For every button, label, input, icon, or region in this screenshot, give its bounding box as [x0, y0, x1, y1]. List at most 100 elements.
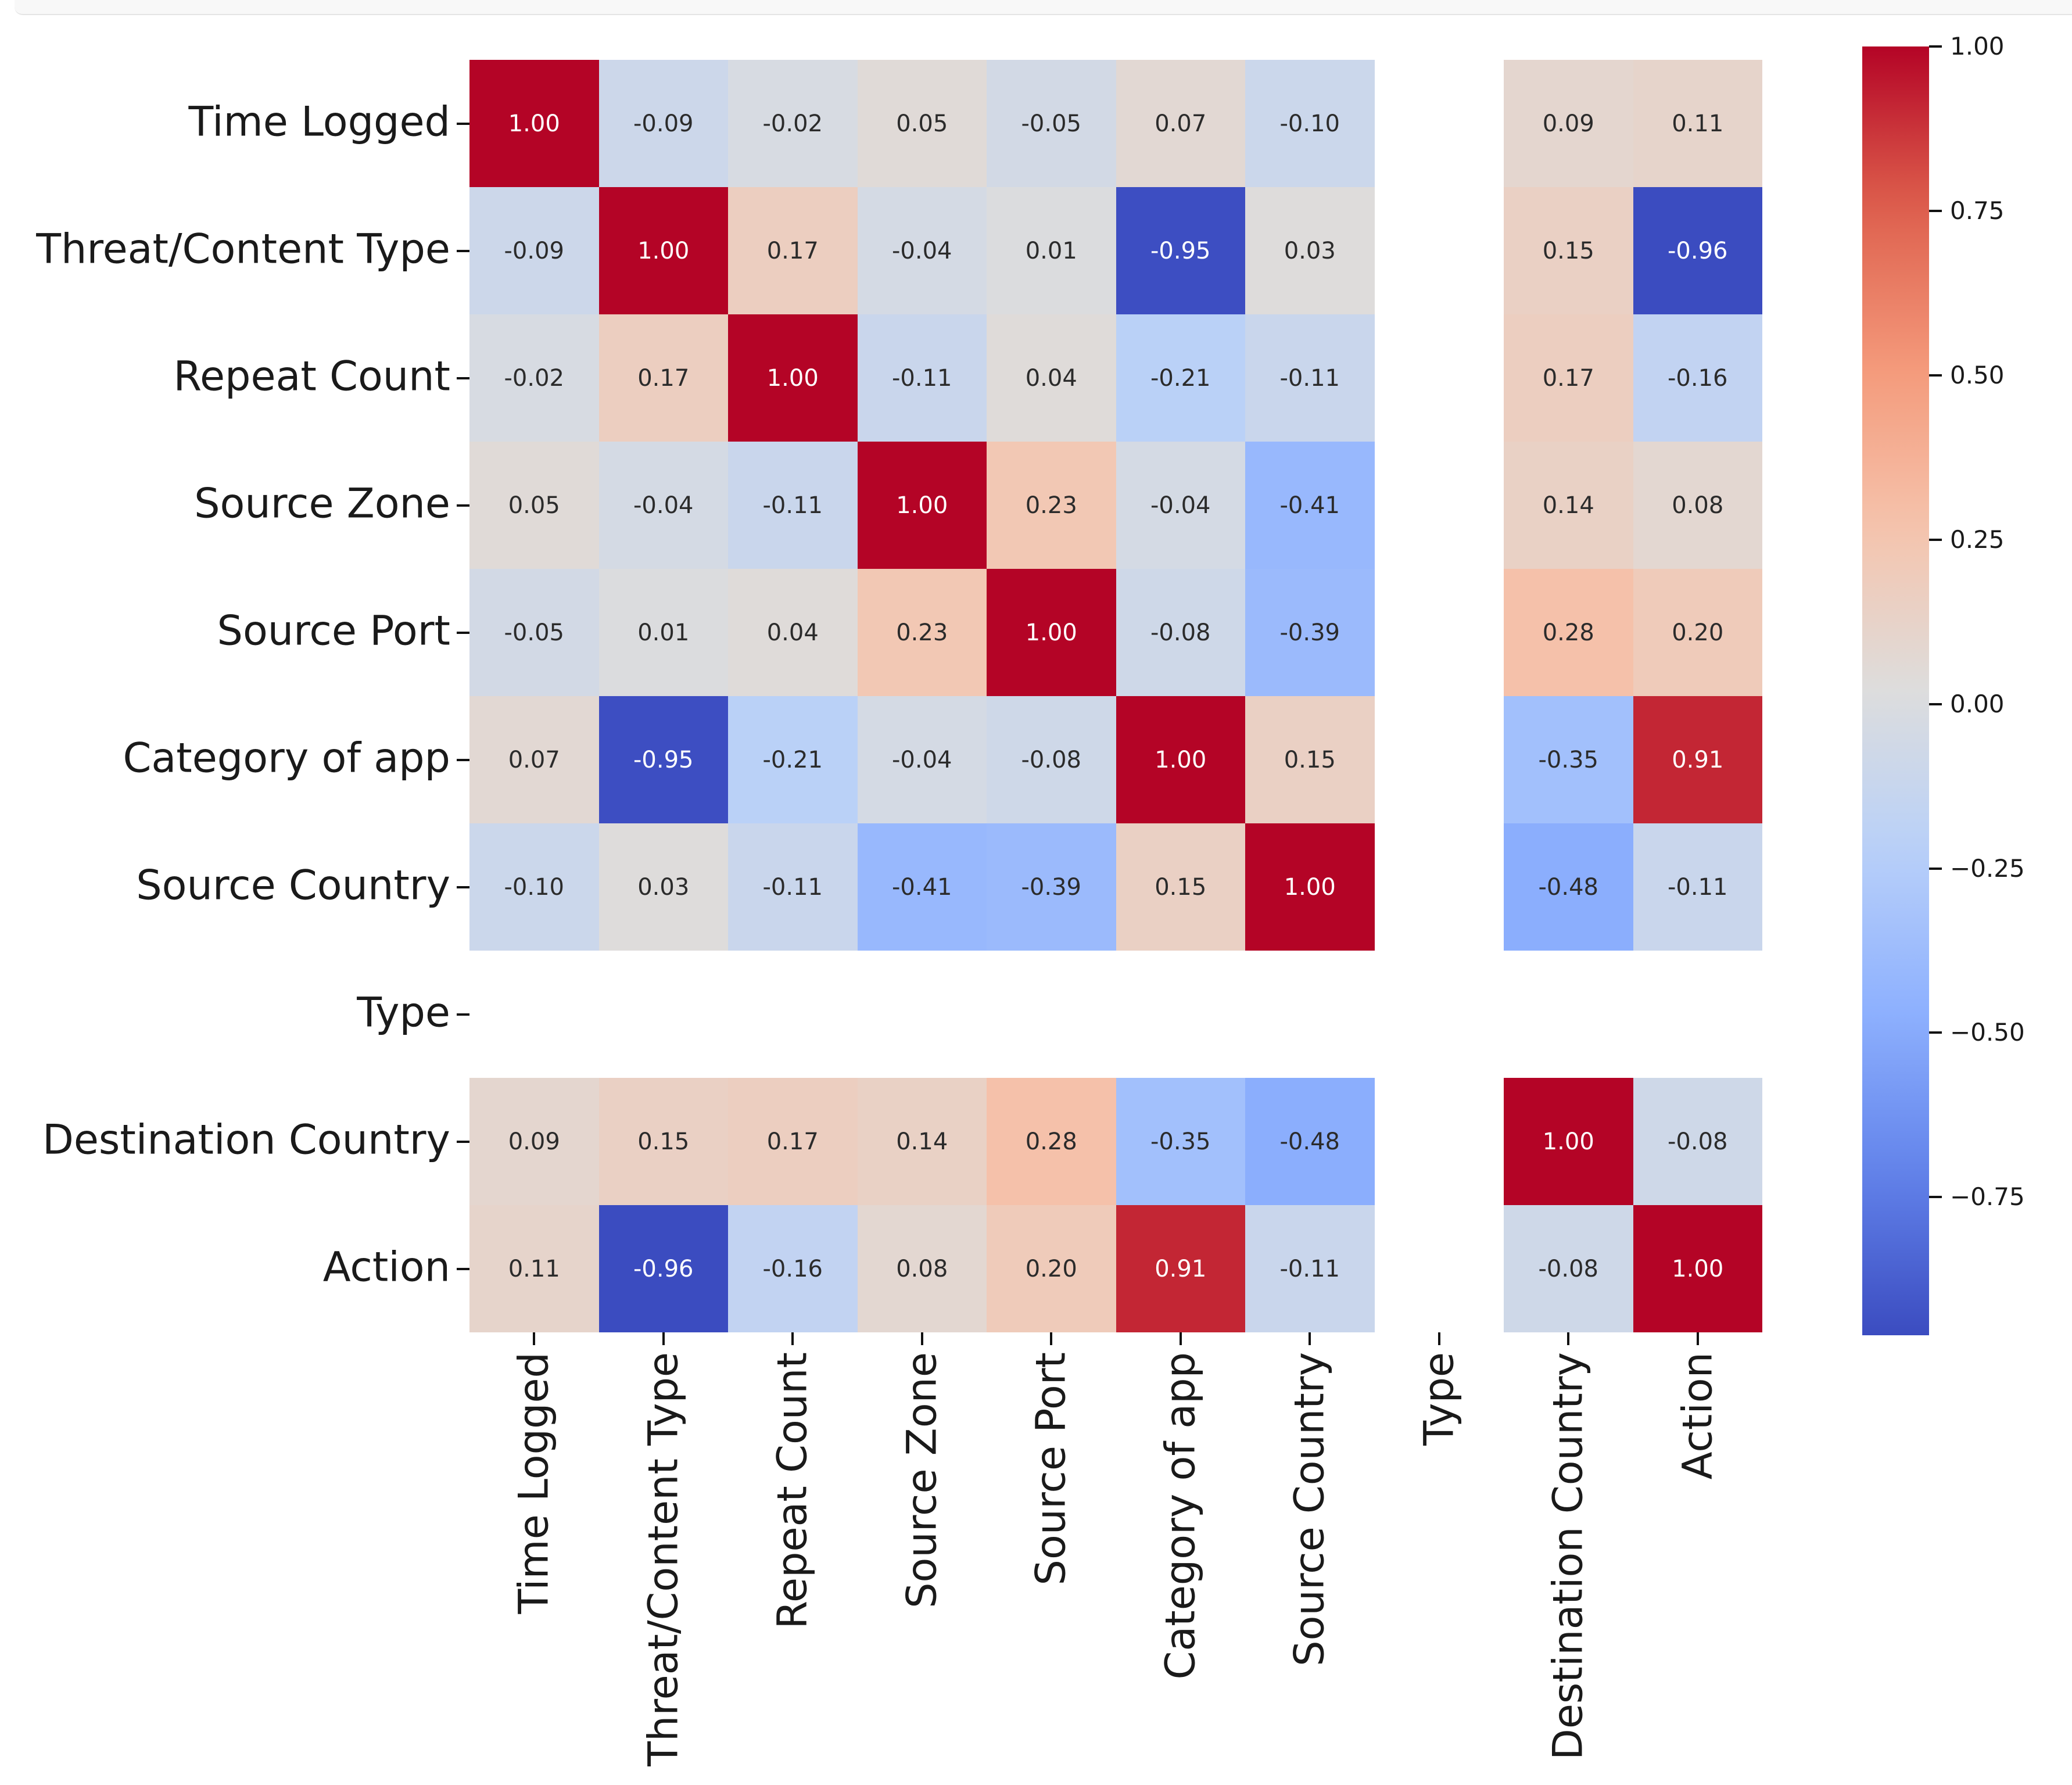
heatmap-cell	[1374, 1078, 1504, 1205]
heatmap-cell	[1374, 823, 1504, 951]
x-tick-mark	[1309, 1332, 1311, 1345]
heatmap-cell: 1.00	[598, 187, 728, 314]
y-tick-label: Repeat Count	[173, 352, 450, 400]
heatmap-cell: -0.11	[728, 442, 858, 569]
y-tick-label: Category of app	[123, 734, 451, 782]
x-tick-mark	[920, 1332, 923, 1345]
heatmap-cell: -0.04	[1116, 442, 1245, 569]
heatmap-cell: 0.15	[1245, 696, 1375, 823]
heatmap-cell	[1504, 951, 1633, 1078]
heatmap-cell: 0.28	[987, 1078, 1116, 1205]
heatmap-cell	[728, 951, 858, 1078]
x-tick-mark	[1567, 1332, 1570, 1345]
heatmap-cell: 0.14	[1504, 442, 1633, 569]
heatmap-cell: 0.09	[469, 1078, 599, 1205]
colorbar-tick-label: 0.25	[1950, 525, 2005, 554]
y-tick-label: Source Country	[136, 861, 450, 909]
colorbar-tick-label: −0.75	[1950, 1182, 2025, 1211]
y-tick-mark	[457, 1140, 469, 1143]
heatmap-cell: 0.17	[728, 1078, 858, 1205]
y-tick-label: Source Port	[217, 607, 450, 655]
heatmap-cell: 0.23	[987, 442, 1116, 569]
heatmap-cell: -0.16	[1633, 314, 1762, 442]
heatmap-cell: -0.11	[857, 314, 987, 442]
y-tick-mark	[457, 886, 469, 888]
colorbar-tick-label: 0.50	[1950, 360, 2005, 389]
colorbar-tick-label: 0.00	[1950, 689, 2005, 718]
heatmap-cell: 0.11	[1633, 60, 1762, 187]
y-tick-label: Source Zone	[194, 479, 450, 528]
heatmap-cell: -0.08	[1116, 569, 1245, 696]
heatmap-cell	[987, 951, 1116, 1078]
heatmap-cell: -0.08	[1504, 1205, 1633, 1332]
heatmap-cell: 0.07	[1116, 60, 1245, 187]
y-tick-label: Threat/Content Type	[36, 225, 450, 273]
x-tick-mark	[533, 1332, 536, 1345]
heatmap-cell: -0.10	[469, 823, 599, 951]
heatmap-cell: -0.09	[598, 60, 728, 187]
heatmap-cell	[469, 951, 599, 1078]
heatmap-cell: 0.17	[728, 187, 858, 314]
heatmap-cell: 1.00	[728, 314, 858, 442]
heatmap-cell: 0.17	[1504, 314, 1633, 442]
x-tick-label: Type	[1415, 1352, 1463, 1446]
heatmap-cell: -0.09	[469, 187, 599, 314]
heatmap-cell: 0.08	[857, 1205, 987, 1332]
heatmap-cell: -0.05	[987, 60, 1116, 187]
x-tick-mark	[1179, 1332, 1182, 1345]
heatmap-cell: 0.20	[1633, 569, 1762, 696]
colorbar-tick-mark	[1929, 1031, 1942, 1034]
heatmap-cell: 0.03	[1245, 187, 1375, 314]
heatmap-cell	[1374, 187, 1504, 314]
heatmap-cell: 1.00	[469, 60, 599, 187]
heatmap-cell	[1374, 314, 1504, 442]
heatmap-cell: 0.91	[1633, 696, 1762, 823]
x-tick-label: Destination Country	[1544, 1352, 1592, 1761]
heatmap-cell	[1374, 951, 1504, 1078]
heatmap-cell: -0.05	[469, 569, 599, 696]
heatmap-cell: 1.00	[1116, 696, 1245, 823]
heatmap-cell: -0.95	[598, 696, 728, 823]
heatmap-cell: -0.11	[1245, 314, 1375, 442]
heatmap-cell: 1.00	[1633, 1205, 1762, 1332]
heatmap-cell: 0.91	[1116, 1205, 1245, 1332]
heatmap-cell	[1245, 951, 1375, 1078]
x-tick-label: Repeat Count	[768, 1352, 816, 1629]
heatmap-cell: 1.00	[987, 569, 1116, 696]
heatmap-cell	[1633, 951, 1762, 1078]
heatmap-cell: 1.00	[1245, 823, 1375, 951]
heatmap-cell: -0.96	[1633, 187, 1762, 314]
y-tick-label: Destination Country	[42, 1116, 450, 1164]
heatmap-cell: 0.04	[987, 314, 1116, 442]
x-tick-label: Source Country	[1285, 1352, 1333, 1666]
heatmap-cell: -0.21	[728, 696, 858, 823]
heatmap-cell: -0.16	[728, 1205, 858, 1332]
colorbar-tick-label: −0.50	[1950, 1018, 2025, 1047]
heatmap-cell: 0.07	[469, 696, 599, 823]
heatmap-cell: 0.15	[598, 1078, 728, 1205]
heatmap-cell: -0.48	[1504, 823, 1633, 951]
heatmap-cell: 0.01	[987, 187, 1116, 314]
heatmap-cell: 0.23	[857, 569, 987, 696]
heatmap-cell: 0.14	[857, 1078, 987, 1205]
heatmap-cell: 0.03	[598, 823, 728, 951]
heatmap-cell: 0.09	[1504, 60, 1633, 187]
heatmap-cell: 0.11	[469, 1205, 599, 1332]
heatmap-cell: -0.41	[857, 823, 987, 951]
x-tick-label: Source Port	[1027, 1352, 1075, 1586]
heatmap-cell	[1374, 569, 1504, 696]
colorbar-tick-mark	[1929, 45, 1942, 48]
x-tick-mark	[1438, 1332, 1440, 1345]
y-tick-mark	[457, 377, 469, 379]
heatmap-cell: -0.96	[598, 1205, 728, 1332]
heatmap-cell: -0.39	[987, 823, 1116, 951]
x-tick-label: Source Zone	[898, 1352, 946, 1608]
colorbar-tick-mark	[1929, 374, 1942, 377]
colorbar-tick-mark	[1929, 867, 1942, 870]
colorbar-tick-mark	[1929, 1196, 1942, 1199]
heatmap-cell: -0.11	[1633, 823, 1762, 951]
y-tick-label: Action	[322, 1243, 450, 1291]
heatmap-cell: 0.20	[987, 1205, 1116, 1332]
heatmap-cell	[598, 951, 728, 1078]
x-tick-label: Action	[1673, 1352, 1722, 1480]
